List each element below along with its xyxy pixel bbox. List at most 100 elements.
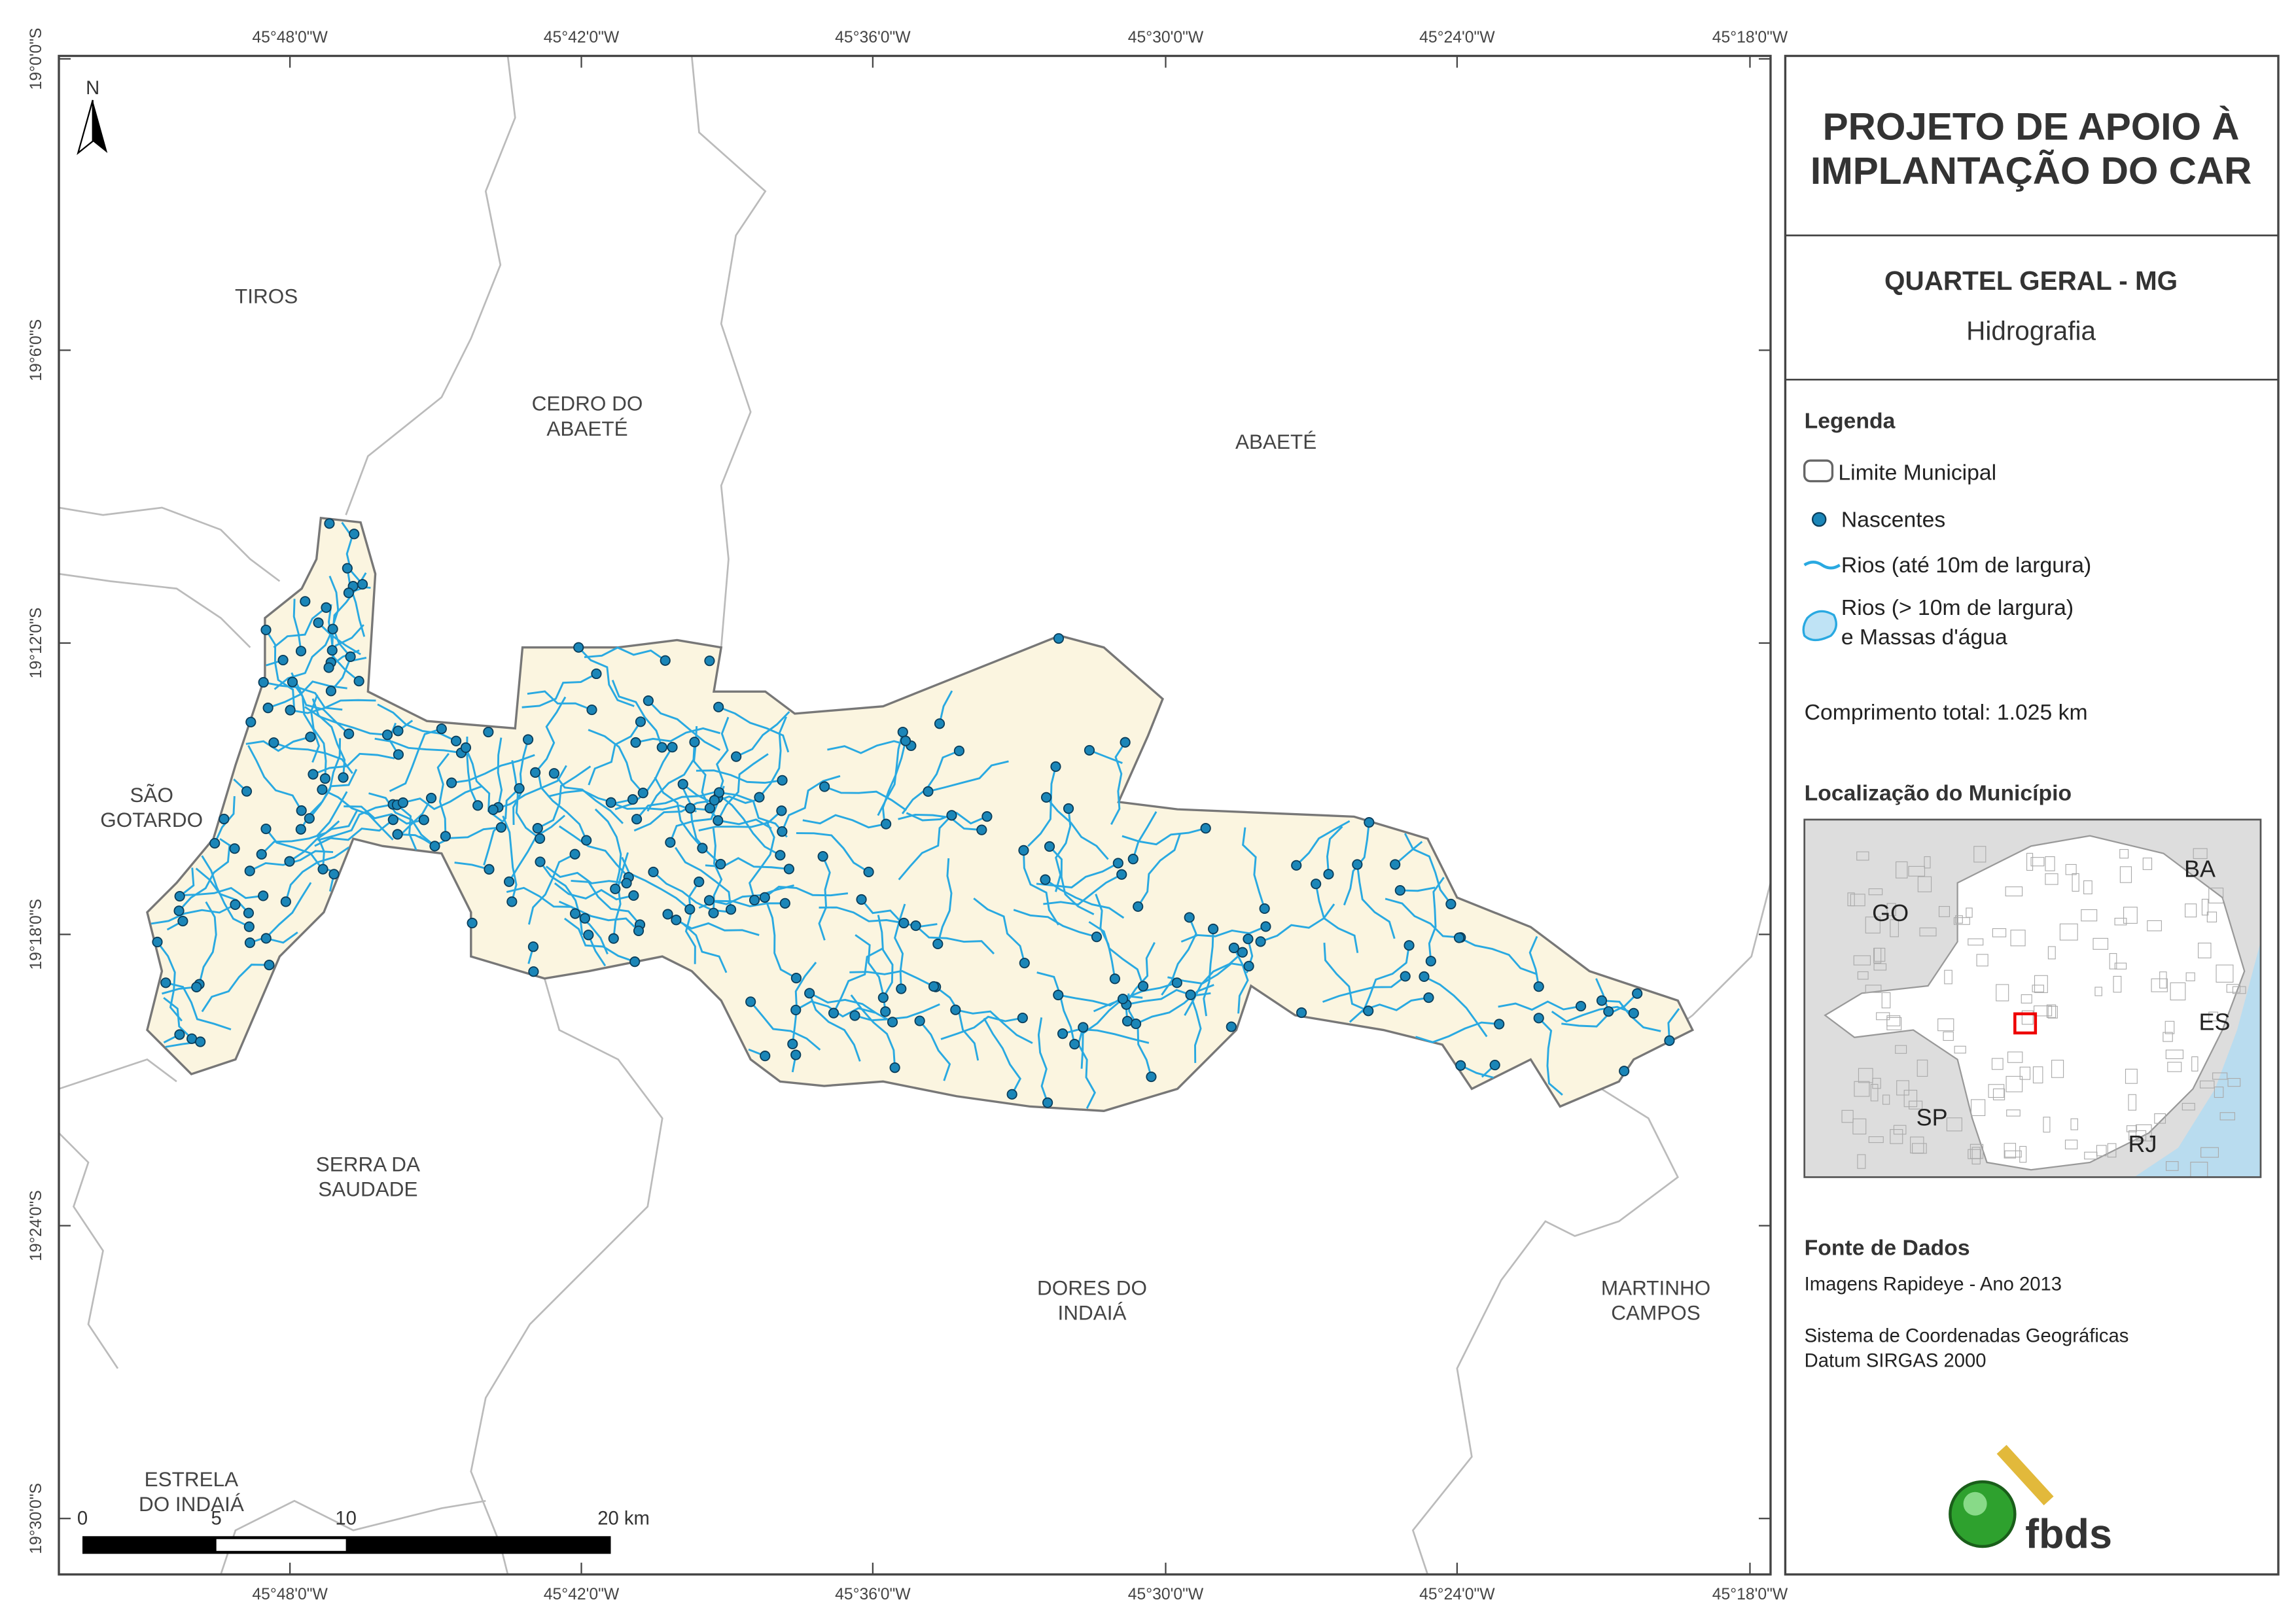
river — [819, 906, 904, 924]
river — [1037, 1017, 1049, 1104]
spring — [338, 772, 349, 783]
river — [1036, 971, 1076, 1045]
spring — [1117, 993, 1129, 1005]
river — [855, 1003, 940, 1022]
spring — [1291, 860, 1302, 871]
logo-bar — [1996, 1444, 2054, 1506]
river — [1326, 826, 1343, 875]
inset-municipality — [2135, 1124, 2152, 1142]
spring — [1394, 884, 1405, 896]
river — [321, 788, 394, 841]
spring — [325, 686, 336, 697]
river — [1404, 833, 1452, 905]
river — [563, 917, 635, 963]
river — [764, 885, 849, 899]
spring — [381, 729, 393, 741]
inset-municipality — [1847, 892, 1855, 907]
river — [811, 993, 893, 1023]
inset-municipality — [2170, 982, 2186, 1001]
inset-municipality — [2004, 1150, 2022, 1158]
river — [162, 986, 197, 995]
inset-municipality — [1893, 1125, 1907, 1135]
spring — [1596, 995, 1608, 1006]
latitude-label: 19°18'0"S — [27, 899, 45, 970]
spring — [1006, 1089, 1017, 1100]
river — [454, 862, 489, 871]
river — [1385, 898, 1461, 939]
inset-municipality — [2081, 909, 2098, 922]
scale-label: 20 km — [597, 1508, 650, 1529]
inset-municipality — [1886, 903, 1896, 916]
place-label: INDAIÁ — [1058, 1301, 1127, 1325]
place-label: ABAETÉ — [546, 417, 627, 440]
spring — [244, 865, 255, 877]
river — [654, 777, 703, 849]
place-label: ABAETÉ — [1235, 430, 1316, 453]
inset-municipality — [1953, 917, 1970, 925]
river — [1362, 945, 1410, 1013]
spring — [258, 890, 269, 901]
inset-municipality — [2123, 907, 2138, 924]
spring — [1057, 1028, 1069, 1039]
legend-label: e Massas d'água — [1841, 625, 2007, 650]
inset-municipality — [1938, 906, 1951, 917]
inset-municipality — [2113, 975, 2122, 993]
spring — [656, 742, 667, 753]
spring — [633, 925, 645, 937]
inset-municipality — [2128, 1130, 2147, 1141]
spring — [1053, 989, 1064, 1001]
river — [245, 736, 311, 752]
river — [1561, 992, 1638, 1028]
inset-municipality — [1895, 1045, 1907, 1054]
river — [502, 815, 518, 902]
river — [635, 727, 721, 744]
inset-municipality — [1924, 856, 1931, 869]
river — [179, 867, 195, 898]
inset-municipality — [1896, 861, 1908, 879]
spring — [1255, 936, 1266, 947]
spring — [1400, 971, 1411, 982]
inset-municipality — [2200, 1147, 2219, 1158]
spring — [889, 1062, 900, 1073]
inset-municipality — [1988, 1084, 2005, 1098]
place-label: GOTARDO — [100, 808, 203, 831]
legend-symbol — [1811, 512, 1827, 527]
spring — [1116, 869, 1127, 880]
spring — [569, 908, 581, 919]
longitude-label: 45°42'0"W — [544, 29, 620, 46]
river — [955, 1009, 1033, 1044]
inset-municipality — [2208, 887, 2224, 903]
inset-municipality — [1876, 1012, 1890, 1021]
river — [341, 521, 364, 585]
spring — [745, 996, 756, 1007]
spring — [527, 941, 539, 952]
north-arrow — [92, 99, 108, 153]
inset-municipality — [1853, 955, 1871, 966]
river — [1323, 943, 1369, 1012]
spring — [285, 705, 296, 716]
boundary — [58, 572, 251, 648]
spring — [1185, 989, 1196, 1000]
spring — [849, 1010, 860, 1021]
spring — [804, 988, 815, 999]
inset-municipality — [2212, 1072, 2228, 1080]
spring — [514, 783, 525, 794]
inset-municipality — [1865, 985, 1882, 993]
inset-municipality — [2064, 1140, 2078, 1149]
river — [588, 729, 644, 794]
spring — [1044, 841, 1055, 852]
river — [1184, 951, 1243, 1016]
inset-municipality — [2119, 848, 2129, 859]
inset-municipality — [2167, 1062, 2182, 1072]
river — [818, 856, 831, 941]
river — [940, 1015, 1023, 1040]
river — [493, 765, 567, 811]
spring — [713, 787, 725, 798]
spring — [209, 837, 221, 849]
spring — [1069, 1039, 1080, 1050]
spring — [709, 795, 720, 806]
source-line: Imagens Rapideye - Ano 2013 — [1805, 1274, 2062, 1295]
river — [675, 846, 732, 910]
river — [1203, 928, 1214, 1017]
spring — [704, 803, 715, 814]
